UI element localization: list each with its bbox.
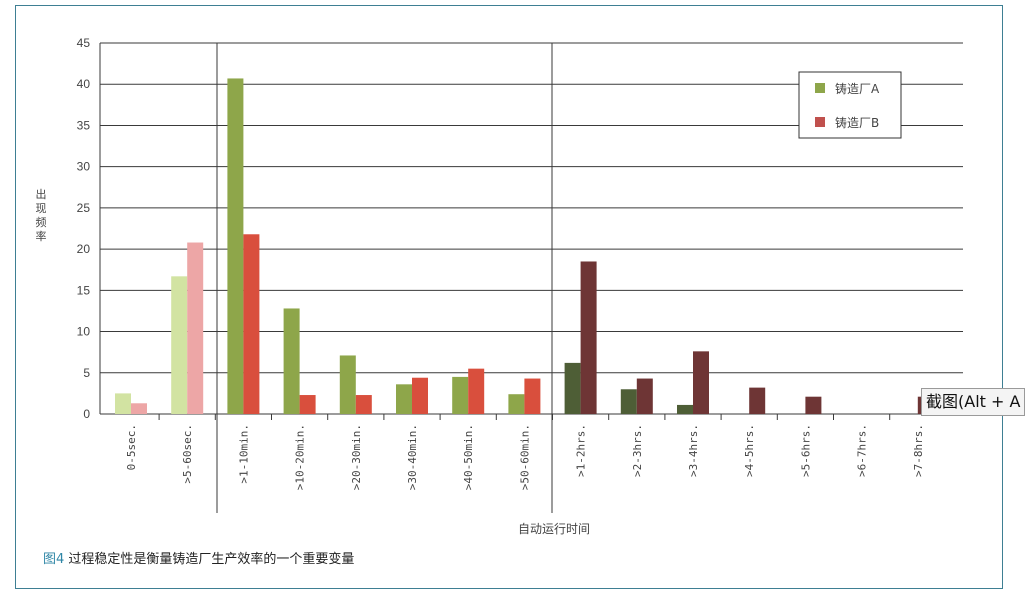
legend-swatch <box>815 83 825 93</box>
legend-swatch <box>815 117 825 127</box>
y-tick-label: 40 <box>77 77 91 91</box>
x-tick-label: 0-5sec. <box>125 424 138 470</box>
y-tick-label: 0 <box>83 407 90 421</box>
bar-b <box>580 261 597 414</box>
x-tick-label: >3-4hrs. <box>687 424 700 477</box>
bar-a <box>115 393 131 414</box>
bar-a <box>283 308 300 414</box>
bar-a <box>508 394 525 414</box>
y-tick-label: 25 <box>77 201 91 215</box>
bar-a <box>396 384 412 414</box>
screenshot-tooltip: 截图(Alt + A <box>921 388 1026 416</box>
bar-b <box>412 377 428 414</box>
y-axis-title-char: 频 <box>36 215 47 229</box>
bar-a <box>452 376 469 414</box>
bar-a <box>171 276 188 414</box>
bar-a <box>677 404 693 414</box>
x-tick-label: >5-60sec. <box>181 424 194 484</box>
y-axis-title-char: 率 <box>36 229 47 243</box>
y-tick-label: 45 <box>77 36 91 50</box>
x-tick-label: >4-5hrs. <box>743 424 756 477</box>
x-tick-label: >30-40min. <box>406 424 419 490</box>
bar-b <box>805 396 822 414</box>
legend-label: 铸造厂A <box>835 81 880 96</box>
y-axis-title-char: 出 <box>36 187 47 201</box>
bar-b <box>468 368 485 414</box>
y-axis-title-char: 现 <box>36 202 47 215</box>
x-tick-label: >40-50min. <box>462 424 475 490</box>
bar-a <box>620 389 637 414</box>
figure-number: 图4 <box>43 552 65 567</box>
bar-b <box>131 403 147 414</box>
y-tick-label: 20 <box>77 242 91 256</box>
bar-a <box>564 362 581 414</box>
x-axis-title: 自动运行时间 <box>518 522 590 536</box>
bar-b <box>187 242 204 414</box>
bar-b <box>636 378 653 414</box>
bar-a <box>227 78 244 414</box>
y-tick-label: 35 <box>77 118 91 132</box>
figure-frame <box>15 5 1003 589</box>
y-tick-label: 5 <box>83 366 90 380</box>
bar-a <box>339 355 356 414</box>
x-tick-label: >20-30min. <box>350 424 363 490</box>
x-tick-label: >6-7hrs. <box>856 424 869 477</box>
y-tick-label: 15 <box>77 283 91 297</box>
figure-caption: 图4 过程稳定性是衡量铸造厂生产效率的一个重要变量 <box>43 548 354 567</box>
bar-b <box>243 234 260 414</box>
caption-text: 过程稳定性是衡量铸造厂生产效率的一个重要变量 <box>68 552 355 567</box>
bar-b <box>749 387 766 414</box>
y-tick-label: 10 <box>77 325 91 339</box>
x-tick-label: >5-6hrs. <box>799 424 812 477</box>
legend-label: 铸造厂B <box>835 115 879 130</box>
x-tick-label: >1-2hrs. <box>575 424 588 477</box>
x-tick-label: >1-10min. <box>237 424 250 484</box>
y-tick-label: 30 <box>77 160 91 174</box>
x-tick-label: >7-8hrs. <box>912 424 925 477</box>
x-tick-label: >50-60min. <box>518 424 531 490</box>
bar-b <box>299 395 316 414</box>
x-tick-label: >10-20min. <box>294 424 307 490</box>
bar-b <box>524 378 541 414</box>
x-tick-label: >2-3hrs. <box>631 424 644 477</box>
bar-b <box>693 351 709 414</box>
bar-b <box>355 395 372 414</box>
